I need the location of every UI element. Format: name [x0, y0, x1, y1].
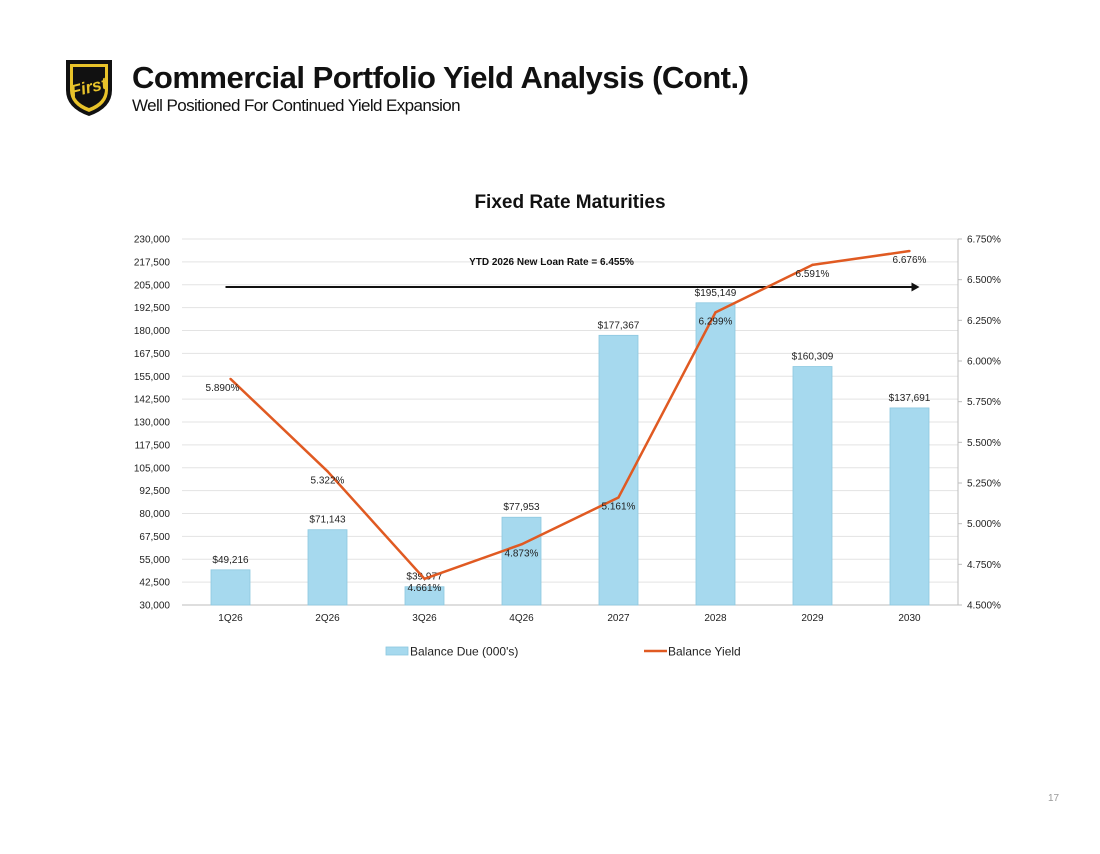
y-left-tick-label: 230,000 — [134, 235, 171, 246]
bar-2030 — [889, 407, 930, 606]
x-tick-label: 3Q26 — [412, 613, 437, 624]
y-right-tick-label: 5.500% — [967, 438, 1001, 449]
x-tick-label: 2Q26 — [315, 613, 340, 624]
y-right-tick-label: 6.250% — [967, 316, 1001, 327]
bar-3Q26 — [404, 586, 445, 606]
bar-2029 — [792, 366, 833, 606]
yield-point-2028 — [714, 311, 717, 314]
y-left-tick-label: 42,500 — [139, 578, 170, 589]
y-left-tick-label: 180,000 — [134, 326, 171, 337]
bar-value-label: $137,691 — [889, 393, 931, 404]
yield-value-label: 5.161% — [602, 501, 636, 512]
y-left-tick-label: 205,000 — [134, 280, 171, 291]
x-tick-label: 2028 — [704, 613, 727, 624]
yield-value-label: 4.873% — [505, 548, 539, 559]
y-right-tick-label: 6.500% — [967, 275, 1001, 286]
yield-point-2029 — [811, 263, 814, 267]
yield-value-label: 5.322% — [311, 475, 345, 486]
x-tick-label: 4Q26 — [509, 613, 534, 624]
y-left-tick-label: 192,500 — [134, 303, 171, 314]
yield-value-label: 6.591% — [796, 269, 830, 280]
x-tick-label: 1Q26 — [218, 613, 243, 624]
balance-yield-line — [229, 249, 910, 581]
bar-value-label: $160,309 — [792, 352, 834, 363]
y-left-tick-label: 105,000 — [134, 463, 171, 474]
y-right-tick-label: 5.750% — [967, 397, 1001, 408]
y-right-tick-label: 5.250% — [967, 479, 1001, 490]
bar-value-label: $195,149 — [695, 288, 737, 299]
legend-bar-label: Balance Due (000's) — [410, 645, 518, 659]
y-left-tick-label: 117,500 — [135, 440, 171, 451]
y-left-tick-label: 130,000 — [134, 418, 171, 429]
annotation-label: YTD 2026 New Loan Rate = 6.455% — [469, 257, 634, 268]
y-right-tick-label: 5.000% — [967, 519, 1001, 530]
yield-point-1Q26 — [229, 377, 232, 381]
yield-point-4Q26 — [520, 543, 523, 546]
yield-point-2Q26 — [326, 470, 329, 473]
y-left-tick-label: 55,000 — [139, 555, 170, 566]
y-left-tick-label: 30,000 — [139, 601, 170, 612]
x-tick-label: 2030 — [898, 613, 921, 624]
legend-bar-swatch — [385, 646, 409, 656]
y-left-tick-label: 80,000 — [139, 509, 170, 520]
page-title: Commercial Portfolio Yield Analysis (Con… — [132, 60, 749, 95]
yield-point-2027 — [617, 496, 620, 499]
yield-value-label: 5.890% — [206, 383, 240, 394]
company-logo: First — [66, 60, 112, 116]
bar-value-label: $177,367 — [598, 320, 640, 331]
yield-value-label: 4.661% — [408, 583, 442, 594]
y-left-tick-label: 167,500 — [134, 349, 171, 360]
y-right-tick-label: 4.750% — [967, 560, 1001, 571]
y-left-tick-label: 67,500 — [139, 532, 170, 543]
y-left-tick-label: 155,000 — [134, 372, 171, 383]
bar-2Q26 — [307, 529, 348, 606]
yield-value-label: 6.299% — [699, 316, 733, 327]
bar-4Q26 — [501, 516, 542, 606]
y-left-tick-label: 142,500 — [134, 395, 171, 406]
x-tick-label: 2029 — [801, 613, 824, 624]
bar-value-label: $77,953 — [503, 502, 540, 513]
new-loan-rate-arrowhead — [911, 282, 920, 292]
bar-1Q26 — [210, 569, 251, 606]
page-number: 17 — [1048, 793, 1060, 804]
y-left-tick-label: 217,500 — [134, 257, 171, 268]
legend-line-label: Balance Yield — [668, 645, 741, 659]
chart-title: Fixed Rate Maturities — [474, 192, 665, 213]
page-subtitle: Well Positioned For Continued Yield Expa… — [132, 96, 461, 115]
y-right-tick-label: 4.500% — [967, 601, 1001, 612]
yield-value-label: 6.676% — [893, 255, 927, 266]
yield-point-3Q26 — [423, 577, 426, 581]
x-tick-label: 2027 — [607, 613, 630, 624]
logo-shield-core — [73, 67, 105, 108]
bar-2028 — [695, 302, 736, 606]
y-left-tick-label: 92,500 — [139, 486, 170, 497]
yield-point-2030 — [908, 249, 911, 253]
y-right-tick-label: 6.750% — [967, 235, 1001, 246]
bar-value-label: $71,143 — [309, 515, 346, 526]
bar-value-label: $49,216 — [212, 555, 249, 566]
y-right-tick-label: 6.000% — [967, 357, 1001, 368]
